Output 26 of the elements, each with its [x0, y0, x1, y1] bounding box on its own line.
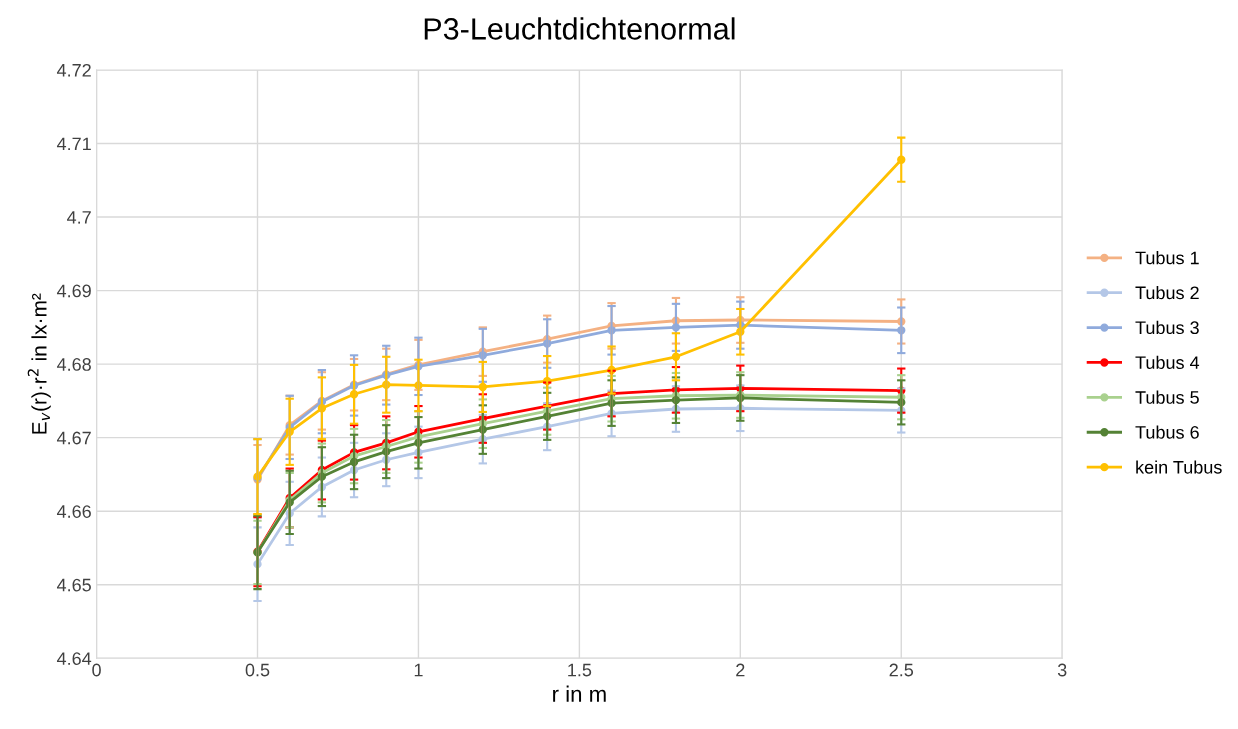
x-axis-title: r in m: [553, 685, 606, 702]
y-axis-title: E$_{v}$(r)·r$^{2}$ in lx·m²: [27, 293, 51, 434]
x-tick-label: 2.5: [889, 663, 914, 677]
legend-label: Tubus 5: [1135, 390, 1199, 404]
x-tick-label: 1.5: [568, 663, 592, 677]
y-tick-label: 4.7: [67, 211, 91, 224]
legend-label: Tubus 4: [1135, 355, 1200, 369]
y-tick-label: 4.71: [56, 137, 91, 151]
x-tick-label: 0: [92, 663, 101, 677]
x-tick-label: 1: [414, 663, 423, 677]
y-tick-label: 4.72: [56, 63, 91, 77]
x-tick-label: 0.5: [245, 663, 270, 677]
y-tick-label: 4.64: [56, 652, 92, 666]
y-tick-label: 4.69: [56, 284, 91, 298]
x-tick-label: 3: [1057, 663, 1067, 677]
legend-label: Tubus 2: [1135, 285, 1199, 300]
legend-label: kein Tubus: [1136, 460, 1222, 474]
y-tick-label: 4.65: [56, 578, 91, 592]
chart-title: P3-Leuchtdichtenormal: [424, 17, 735, 40]
x-tick-label: 2: [736, 663, 745, 677]
y-tick-label: 4.68: [56, 358, 91, 371]
y-tick-label: 4.66: [56, 505, 91, 518]
legend-label: Tubus 3: [1135, 320, 1199, 335]
legend-label: Tubus 6: [1135, 425, 1199, 439]
y-tick-label: 4.67: [56, 431, 91, 445]
legend-label: Tubus 1: [1135, 251, 1199, 265]
